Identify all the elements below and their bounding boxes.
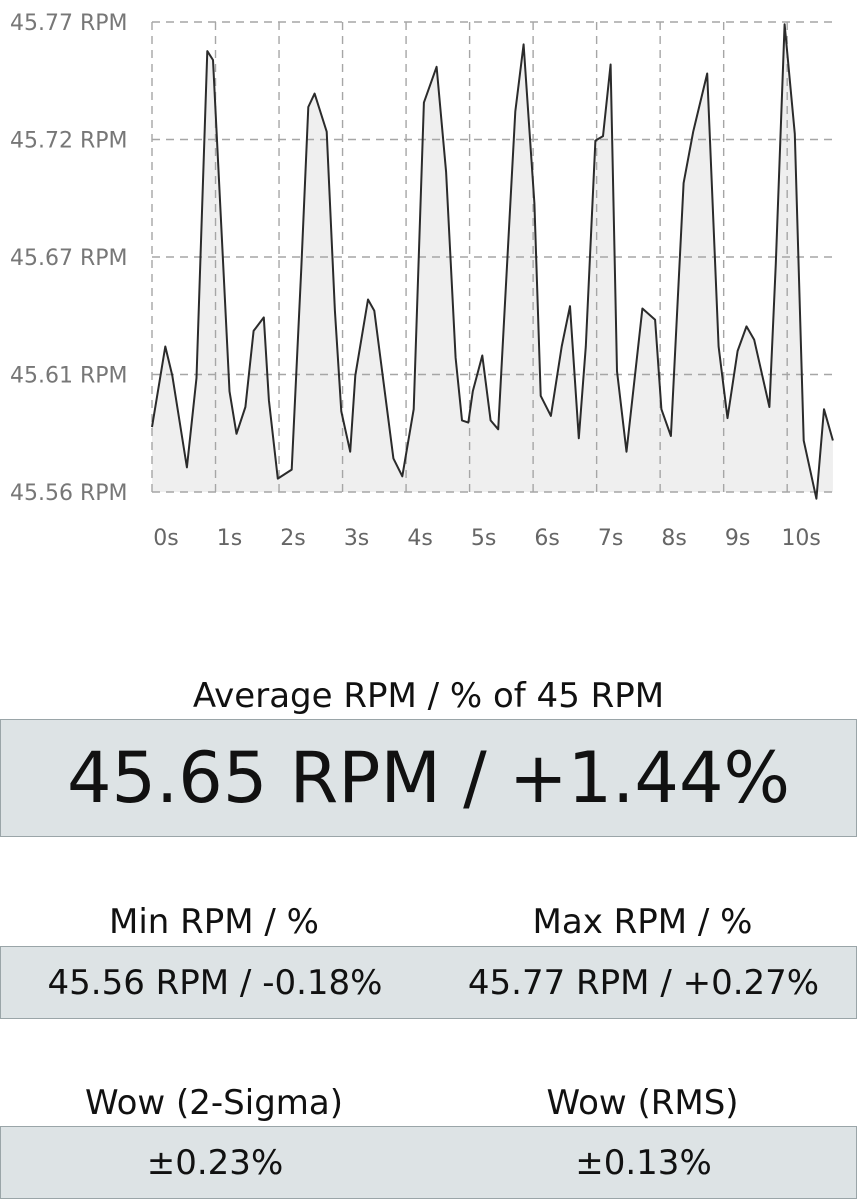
average-value-box: 45.65 RPM / +1.44%	[0, 719, 857, 837]
max-label: Max RPM / %	[532, 902, 753, 942]
x-tick-label: 4s	[407, 526, 432, 551]
rpm-chart: 45.77 RPM 45.72 RPM 45.67 RPM 45.61 RPM 45.5…	[10, 11, 838, 551]
min-value: 45.56 RPM / -0.18%	[47, 962, 383, 1003]
y-tick-label: 45.77 RPM	[10, 11, 128, 36]
x-tick-label: 1s	[217, 526, 242, 551]
wow-value-box: ±0.23% ±0.13%	[0, 1126, 857, 1199]
wow-rms-value: ±0.13%	[575, 1142, 712, 1183]
x-tick-label: 5s	[471, 526, 496, 551]
y-tick-label: 45.56 RPM	[10, 481, 128, 506]
min-max-value-box: 45.56 RPM / -0.18% 45.77 RPM / +0.27%	[0, 946, 857, 1019]
wow-2sigma-value: ±0.23%	[146, 1142, 284, 1183]
x-tick-label: 10s	[781, 526, 820, 551]
x-tick-label: 9s	[725, 526, 750, 551]
y-tick-label: 45.61 RPM	[10, 364, 128, 389]
x-tick-label: 6s	[534, 526, 559, 551]
y-tick-label: 45.67 RPM	[10, 246, 128, 271]
series-line	[151, 23, 834, 500]
x-tick-label: 2s	[280, 526, 305, 551]
average-value: 45.65 RPM / +1.44%	[66, 737, 790, 819]
x-tick-label: 0s	[153, 526, 178, 551]
y-tick-label: 45.72 RPM	[10, 129, 128, 154]
x-tick-label: 8s	[661, 526, 686, 551]
max-value: 45.77 RPM / +0.27%	[467, 962, 820, 1003]
wow-2sigma-label: Wow (2-Sigma)	[84, 1083, 344, 1123]
x-tick-label: 7s	[598, 526, 623, 551]
series-area	[152, 24, 833, 499]
x-tick-label: 3s	[344, 526, 369, 551]
average-label: Average RPM / % of 45 RPM	[192, 676, 665, 716]
min-label: Min RPM / %	[109, 902, 319, 942]
wow-rms-label: Wow (RMS)	[546, 1083, 739, 1123]
